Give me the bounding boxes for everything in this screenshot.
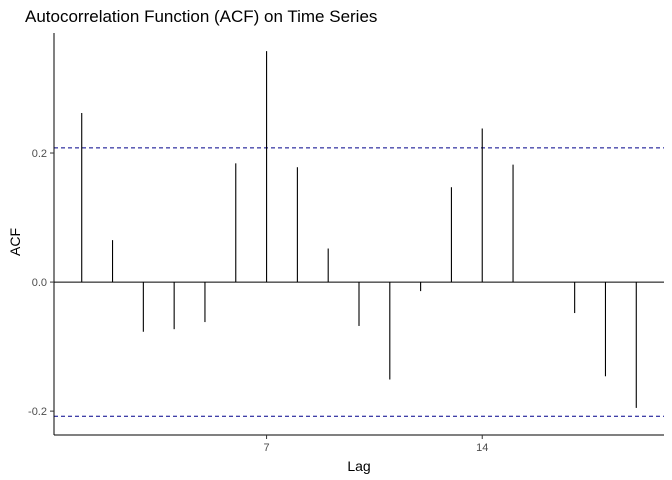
- x-tick-label: 7: [264, 442, 270, 454]
- y-tick-label: 0.0: [32, 277, 47, 289]
- x-axis-title: Lag: [347, 458, 370, 474]
- y-tick-label: 0.2: [32, 148, 47, 160]
- x-tick-label: 14: [476, 442, 488, 454]
- axes: -0.2 0.0 0.2 7 14: [28, 33, 664, 454]
- y-tick-label: -0.2: [28, 406, 47, 418]
- plot-area: [54, 51, 664, 417]
- y-axis-title: ACF: [7, 228, 23, 256]
- chart-title: Autocorrelation Function (ACF) on Time S…: [25, 7, 377, 26]
